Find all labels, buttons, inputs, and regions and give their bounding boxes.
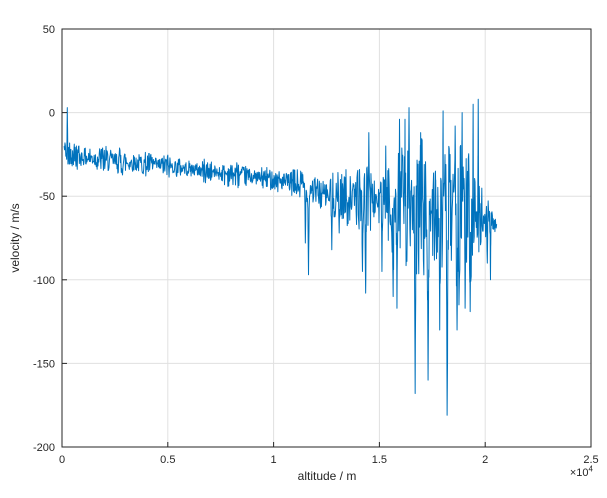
x-tick-label: 1.5 <box>372 454 387 466</box>
offset-exponent: 4 <box>588 464 593 474</box>
x-tick-label: 1 <box>271 454 277 466</box>
y-tick-label: -150 <box>33 358 55 370</box>
x-tick-label: 0 <box>59 454 65 466</box>
x-tick-label: 2.5 <box>583 454 598 466</box>
y-tick-label: -50 <box>39 191 55 203</box>
y-tick-label: 50 <box>43 24 55 36</box>
y-tick-label: -200 <box>33 442 55 454</box>
x-tick-label: 0.5 <box>160 454 175 466</box>
y-tick-label: -100 <box>33 275 55 287</box>
data-series-line <box>63 98 498 416</box>
offset-base: ×10 <box>569 467 589 479</box>
axes-box <box>61 28 592 448</box>
y-tick-label: 0 <box>49 108 55 120</box>
y-axis-label: velocity / m/s <box>8 203 22 273</box>
x-axis-offset-label: ×104 <box>569 464 593 479</box>
x-axis-label: altitude / m <box>297 469 357 483</box>
x-tick-label: 2 <box>482 454 488 466</box>
